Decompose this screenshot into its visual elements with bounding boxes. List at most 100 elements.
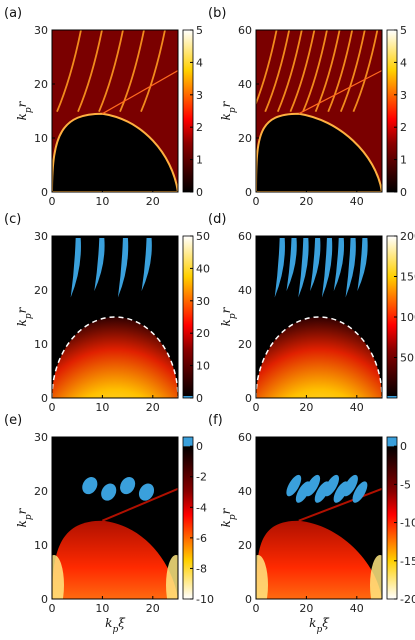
colorbar-frame bbox=[386, 436, 398, 600]
y-tick-label: 30 bbox=[34, 230, 48, 243]
x-tick-label: 20 bbox=[146, 195, 160, 208]
y-tick-label: 30 bbox=[34, 24, 48, 37]
edge-glow-left bbox=[256, 555, 268, 599]
x-tick-label: 40 bbox=[350, 602, 364, 615]
intensity-blob bbox=[256, 317, 382, 398]
colorbar-tick-label: 0 bbox=[196, 392, 203, 405]
y-axis-label: kpr bbox=[219, 306, 238, 326]
plot-area bbox=[256, 30, 382, 192]
colorbar-tick-label: 4 bbox=[400, 56, 407, 69]
colorbar-tick-label: 1 bbox=[400, 154, 407, 167]
panel-a: 0 10 20 0 10 20 30 (a) kpr 0 1 2 3 4 5 bbox=[4, 6, 203, 208]
colorbar-frame bbox=[386, 29, 398, 193]
plot-frame bbox=[255, 29, 383, 193]
plot-area bbox=[256, 236, 382, 398]
panel-label: (c) bbox=[4, 212, 21, 227]
x-tick-label: 0 bbox=[49, 602, 56, 615]
colorbar-positive bbox=[183, 437, 193, 447]
x-tick-label: 40 bbox=[350, 401, 364, 414]
branch-line bbox=[298, 69, 382, 115]
y-tick-label: 0 bbox=[41, 593, 48, 606]
y-tick-label: 0 bbox=[245, 392, 252, 405]
negative-streak bbox=[298, 238, 309, 298]
positive-lobe bbox=[305, 474, 321, 497]
y-tick-label: 10 bbox=[34, 132, 48, 145]
negative-streak bbox=[141, 238, 152, 292]
x-tick-label: 0 bbox=[49, 195, 56, 208]
colorbar-tick-label: -5 bbox=[400, 478, 411, 491]
negative-streak bbox=[117, 238, 129, 298]
streak bbox=[327, 30, 354, 113]
branch-line bbox=[298, 487, 382, 522]
x-tick-label: 0 bbox=[49, 401, 56, 414]
positive-lobe bbox=[352, 481, 368, 503]
branch-line bbox=[102, 69, 178, 115]
svg-text:kpr: kpr bbox=[15, 306, 34, 326]
panel-label: (d) bbox=[208, 212, 226, 227]
panel-e: 0 10 20 0 10 20 30 (e) kpr kpξ 0 -2 -4 -6 -8 -10 bbox=[4, 413, 214, 635]
colorbar: 0 -5 -10 -15 -20 bbox=[386, 436, 415, 606]
x-tick-label: 20 bbox=[299, 195, 313, 208]
x-tick-label: 0 bbox=[253, 401, 260, 414]
y-tick-label: 20 bbox=[238, 539, 252, 552]
edge-glow-left bbox=[52, 555, 64, 599]
plot-frame bbox=[51, 29, 179, 193]
colorbar: 0 -2 -4 -6 -8 -10 bbox=[182, 436, 214, 606]
svg-text:kpr: kpr bbox=[15, 507, 34, 527]
streak bbox=[140, 30, 166, 113]
svg-text:kpr: kpr bbox=[219, 100, 238, 120]
colorbar-tick-label: -10 bbox=[196, 593, 214, 606]
positive-lobe bbox=[82, 477, 98, 495]
svg-text:kpr: kpr bbox=[15, 100, 34, 120]
panel-label: (e) bbox=[4, 413, 22, 428]
dashed-boundary bbox=[256, 316, 382, 398]
negative-streak bbox=[286, 238, 297, 292]
x-tick-label: 10 bbox=[95, 401, 109, 414]
colorbar-tick-label: 30 bbox=[196, 295, 210, 308]
colorbar-tick-label: 5 bbox=[196, 24, 203, 37]
colorbar-tick-label: -6 bbox=[196, 532, 207, 545]
y-axis-label: kpr bbox=[219, 507, 238, 527]
negative-streak bbox=[70, 238, 81, 298]
x-tick-label: 0 bbox=[253, 602, 260, 615]
x-axis-label: kpξ bbox=[105, 616, 126, 635]
streak bbox=[119, 30, 145, 113]
y-tick-label: 60 bbox=[238, 230, 252, 243]
colorbar-tick-label: 20 bbox=[196, 327, 210, 340]
negative-streak bbox=[321, 238, 333, 298]
streak bbox=[289, 30, 316, 113]
colorbar-gradient bbox=[183, 446, 193, 599]
y-tick-label: 60 bbox=[238, 431, 252, 444]
colorbar-tick-label: 200 bbox=[400, 230, 415, 243]
x-tick-label: 10 bbox=[95, 195, 109, 208]
colorbar-tick-label: -8 bbox=[196, 562, 207, 575]
y-tick-label: 0 bbox=[245, 593, 252, 606]
y-tick-label: 40 bbox=[238, 284, 252, 297]
colorbar-tick-label: -2 bbox=[196, 471, 207, 484]
y-tick-label: 20 bbox=[34, 78, 48, 91]
negative-streak bbox=[310, 238, 321, 292]
x-tick-label: 20 bbox=[146, 602, 160, 615]
colorbar-gradient bbox=[387, 446, 397, 599]
panel-c: 0 10 20 0 10 20 30 (c) kpr 0 10 20 30 40 50 bbox=[4, 212, 210, 414]
colorbar-tick-label: 4 bbox=[196, 56, 203, 69]
panel-label: (a) bbox=[4, 6, 22, 21]
colorbar: 0 1 2 3 4 5 bbox=[386, 24, 407, 199]
colorbar-positive bbox=[387, 437, 397, 447]
colorbar-tick-label: 3 bbox=[196, 89, 203, 102]
colorbar-tick-label: 0 bbox=[400, 186, 407, 199]
plot-frame bbox=[255, 235, 383, 399]
negative-streak bbox=[94, 238, 105, 292]
colorbar-tick-label: 100 bbox=[400, 311, 415, 324]
edge-glow-right bbox=[370, 555, 382, 599]
colorbar: 0 10 20 30 40 50 bbox=[182, 230, 210, 405]
y-tick-label: 60 bbox=[238, 24, 252, 37]
panel-label: (b) bbox=[208, 6, 226, 21]
colorbar-tick-label: 0 bbox=[196, 440, 203, 453]
streak bbox=[352, 30, 379, 113]
y-tick-label: 20 bbox=[34, 284, 48, 297]
positive-lobe bbox=[138, 483, 155, 501]
colorbar-tick-label: 2 bbox=[196, 121, 203, 134]
positive-lobe bbox=[324, 474, 339, 497]
